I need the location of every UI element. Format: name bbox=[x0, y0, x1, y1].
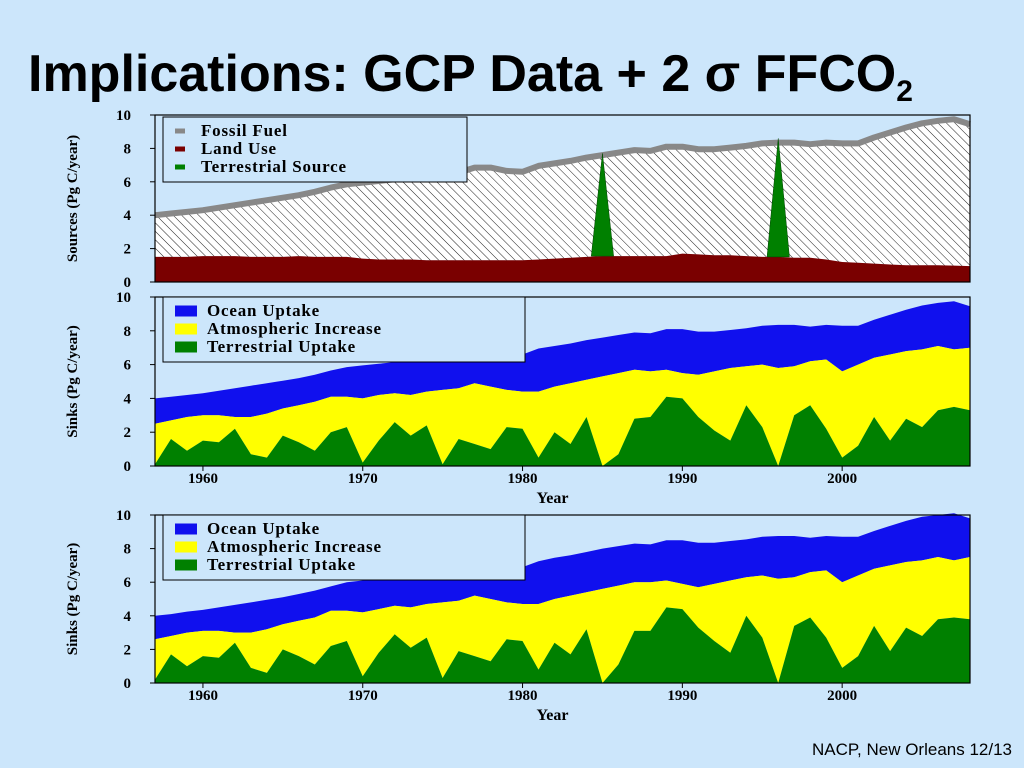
legend-label-terrestrial-uptake: Terrestrial Uptake bbox=[207, 337, 356, 356]
y-tick-label: 0 bbox=[124, 459, 132, 475]
legend-label-terrestrial-uptake: Terrestrial Uptake bbox=[207, 555, 356, 574]
plot-frame bbox=[154, 296, 971, 467]
terrestrial-source-spike bbox=[766, 138, 790, 258]
x-tick-label: 2000 bbox=[827, 688, 857, 704]
legend-swatch-atmospheric-increase bbox=[175, 323, 197, 335]
slide-title: Implications: GCP Data + 2 σ FFCO2 bbox=[28, 48, 913, 107]
legend-box bbox=[162, 116, 468, 183]
sinks-chart-2: 0 2 4 6 8 10 Sinks (Pg C/year) 1960 1970 1980 1990… bbox=[65, 508, 971, 724]
atmospheric-increase-area bbox=[155, 346, 970, 466]
x-tick-label: 1980 bbox=[508, 688, 538, 704]
legend-label-atmospheric-increase: Atmospheric Increase bbox=[207, 319, 382, 338]
y-tick-label: 10 bbox=[116, 108, 131, 124]
y-tick-label: 6 bbox=[124, 358, 132, 374]
y-tick-label: 10 bbox=[116, 508, 131, 524]
legend-label-ocean-uptake: Ocean Uptake bbox=[207, 519, 320, 538]
y-tick-label: 0 bbox=[124, 275, 132, 291]
legend-swatch-terrestrial-source bbox=[175, 164, 185, 170]
terrestrial-uptake-area bbox=[155, 607, 970, 683]
plot-frame bbox=[154, 514, 971, 684]
y-tick-label: 6 bbox=[124, 175, 132, 191]
terrestrial-source-spike bbox=[590, 153, 614, 257]
legend-swatch-terrestrial-uptake bbox=[175, 341, 197, 353]
legend-box bbox=[162, 514, 526, 581]
legend-label-ocean-uptake: Ocean Uptake bbox=[207, 301, 320, 320]
x-tick-label: 2000 bbox=[827, 471, 857, 487]
footer-note: NACP, New Orleans 12/13 bbox=[811, 740, 1012, 759]
slide-title-subscript: 2 bbox=[896, 75, 913, 108]
slide-title-main: Implications: GCP Data + 2 σ FFCO bbox=[28, 45, 897, 103]
legend-swatch-atmospheric-increase bbox=[175, 541, 197, 553]
legend-swatch-fossil-fuel bbox=[175, 128, 185, 134]
legend-label-terrestrial-source: Terrestrial Source bbox=[201, 157, 347, 176]
x-tick-label: 1980 bbox=[508, 471, 538, 487]
x-tick-label: 1970 bbox=[348, 688, 378, 704]
y-tick-label: 0 bbox=[124, 676, 132, 692]
fossil-fuel-area bbox=[155, 119, 970, 267]
legend-box bbox=[162, 296, 526, 363]
x-axis-label: Year bbox=[537, 490, 569, 507]
land-use-area bbox=[155, 253, 970, 282]
x-tick-label: 1990 bbox=[667, 471, 697, 487]
legend-swatch-land-use bbox=[175, 146, 185, 152]
y-tick-label: 8 bbox=[124, 324, 132, 340]
y-axis-label: Sources (Pg C/year) bbox=[65, 135, 81, 262]
y-tick-label: 8 bbox=[124, 542, 132, 558]
y-tick-label: 2 bbox=[124, 642, 132, 658]
legend-label-fossil-fuel: Fossil Fuel bbox=[201, 121, 288, 140]
y-axis-label: Sinks (Pg C/year) bbox=[65, 543, 81, 656]
legend-label-land-use: Land Use bbox=[201, 139, 277, 158]
atmospheric-increase-area bbox=[155, 557, 970, 683]
terrestrial-uptake-area bbox=[155, 396, 970, 466]
y-tick-label: 2 bbox=[124, 242, 132, 258]
plot-frame bbox=[154, 114, 971, 283]
sinks-chart-1: 0 2 4 6 8 10 Sinks (Pg C/year) 1960 1970 1980 1990… bbox=[65, 290, 971, 507]
x-tick-label: 1970 bbox=[348, 471, 378, 487]
x-tick-label: 1960 bbox=[188, 688, 218, 704]
fossil-fuel-line bbox=[154, 116, 971, 219]
legend-swatch-terrestrial-uptake bbox=[175, 559, 197, 571]
y-tick-label: 4 bbox=[124, 391, 132, 407]
y-tick-label: 10 bbox=[116, 290, 131, 306]
sources-chart: 0 2 4 6 8 10 Sources (Pg C/year) Fossil FuelLan… bbox=[65, 108, 971, 291]
y-tick-label: 4 bbox=[124, 208, 132, 224]
x-tick-label: 1960 bbox=[188, 471, 218, 487]
ocean-uptake-area bbox=[155, 513, 970, 640]
legend-swatch-ocean-uptake bbox=[175, 305, 197, 317]
legend-label-atmospheric-increase: Atmospheric Increase bbox=[207, 537, 382, 556]
y-tick-label: 2 bbox=[124, 425, 132, 441]
x-axis-label: Year bbox=[537, 707, 569, 724]
y-axis-label: Sinks (Pg C/year) bbox=[65, 325, 81, 438]
y-tick-label: 8 bbox=[124, 141, 132, 157]
y-tick-label: 6 bbox=[124, 575, 132, 591]
y-tick-label: 4 bbox=[124, 609, 132, 625]
x-tick-label: 1990 bbox=[667, 688, 697, 704]
ocean-uptake-area bbox=[155, 301, 970, 424]
legend-swatch-ocean-uptake bbox=[175, 523, 197, 535]
